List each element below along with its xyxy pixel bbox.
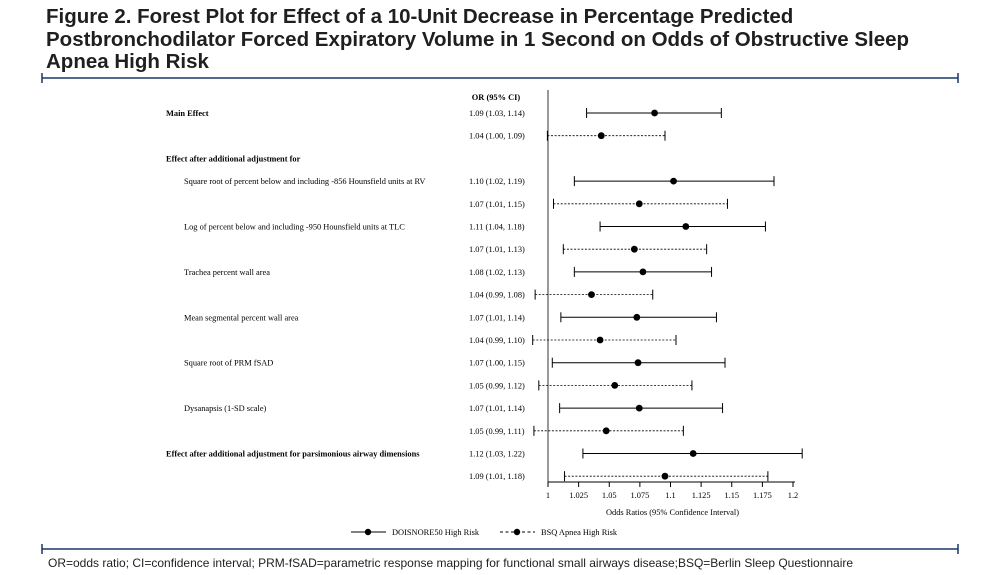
intervals-layer [532, 108, 803, 482]
or-ci-text: 1.04 (1.00, 1.09) [469, 132, 525, 141]
legend-label-bsq: BSQ Apnea High Risk [541, 528, 618, 537]
point-estimate-bsq [596, 336, 604, 344]
group-label: Mean segmental percent wall area [184, 313, 299, 322]
or-ci-text: 1.04 (0.99, 1.08) [469, 291, 525, 300]
point-estimate-doi [634, 359, 642, 367]
or-column-header: OR (95% CI) [472, 93, 521, 102]
x-tick-label: 1 [546, 491, 550, 500]
x-tick-label: 1.1 [665, 491, 675, 500]
footnote: OR=odds ratio; CI=confidence interval; P… [48, 556, 854, 570]
or-ci-text: 1.07 (1.01, 1.13) [469, 245, 525, 254]
or-ci-text: 1.09 (1.01, 1.18) [469, 472, 525, 481]
point-estimate-bsq [611, 382, 619, 389]
point-estimate-doi [651, 109, 658, 117]
or-ci-text: 1.10 (1.02, 1.19) [469, 177, 525, 186]
group-label: Effect after additional adjustment for p… [166, 450, 420, 459]
x-tick-label: 1.2 [788, 491, 798, 500]
x-tick-label: 1.075 [630, 491, 649, 500]
or-ci-text: 1.07 (1.01, 1.14) [469, 313, 525, 322]
point-estimate-doi [639, 268, 647, 276]
legend: DOISNORE50 High Risk BSQ Apnea High Risk [351, 528, 618, 537]
point-estimate-doi [633, 313, 641, 321]
x-tick-label: 1.025 [569, 491, 588, 500]
point-estimate-bsq [661, 472, 669, 480]
or-ci-text: 1.05 (0.99, 1.11) [469, 427, 525, 436]
point-estimate-bsq [602, 427, 610, 435]
or-ci-text: 1.08 (1.02, 1.13) [469, 268, 525, 277]
figure-title: Figure 2. Forest Plot for Effect of a 10… [46, 5, 910, 73]
point-estimate-bsq [630, 245, 638, 253]
x-tick-label: 1.125 [692, 491, 711, 500]
axis-layer: 1 1.025 1.05 1.075 1.1 1.125 1.15 1.175 1.2 Odds … [546, 90, 798, 517]
point-estimate-bsq [635, 200, 643, 208]
group-label: Square root of PRM fSAD [184, 359, 273, 368]
or-ci-text: 1.07 (1.00, 1.15) [469, 359, 525, 368]
x-tick-label: 1.05 [602, 491, 617, 500]
or-ci-text: 1.04 (0.99, 1.10) [469, 336, 525, 345]
point-estimate-bsq [597, 132, 605, 140]
x-axis-label: Odds Ratios (95% Confidence Interval) [606, 508, 739, 517]
or-ci-text: 1.11 (1.04, 1.18) [469, 223, 525, 232]
or-ci-text: 1.05 (0.99, 1.12) [469, 381, 525, 390]
group-label: Log of percent below and including -950 … [184, 223, 405, 232]
group-label: Trachea percent wall area [184, 268, 270, 277]
x-tick-label: 1.15 [724, 491, 739, 500]
legend-marker-bsq [513, 528, 521, 536]
legend-label-doi: DOISNORE50 High Risk [392, 528, 480, 537]
group-label: Main Effect [166, 109, 209, 118]
group-label: Square root of percent below and includi… [184, 177, 425, 186]
point-estimate-bsq [588, 291, 595, 298]
point-estimate-doi [670, 177, 677, 185]
labels-layer: OR (95% CI) Main Effect 1.09 (1.03, 1.14) 1… [166, 93, 525, 481]
point-estimate-doi [682, 223, 690, 230]
group-label: Dysanapsis (1-SD scale) [184, 404, 267, 413]
or-ci-text: 1.07 (1.01, 1.14) [469, 404, 525, 413]
or-ci-text: 1.07 (1.01, 1.15) [469, 200, 525, 209]
section-heading: Effect after additional adjustment for [166, 154, 301, 163]
or-ci-text: 1.12 (1.03, 1.22) [469, 450, 525, 459]
x-tick-label: 1.175 [753, 491, 772, 500]
or-ci-text: 1.09 (1.03, 1.14) [469, 109, 525, 118]
point-estimate-doi [635, 404, 643, 412]
point-estimate-doi [689, 450, 697, 457]
legend-marker-doi [364, 528, 372, 536]
